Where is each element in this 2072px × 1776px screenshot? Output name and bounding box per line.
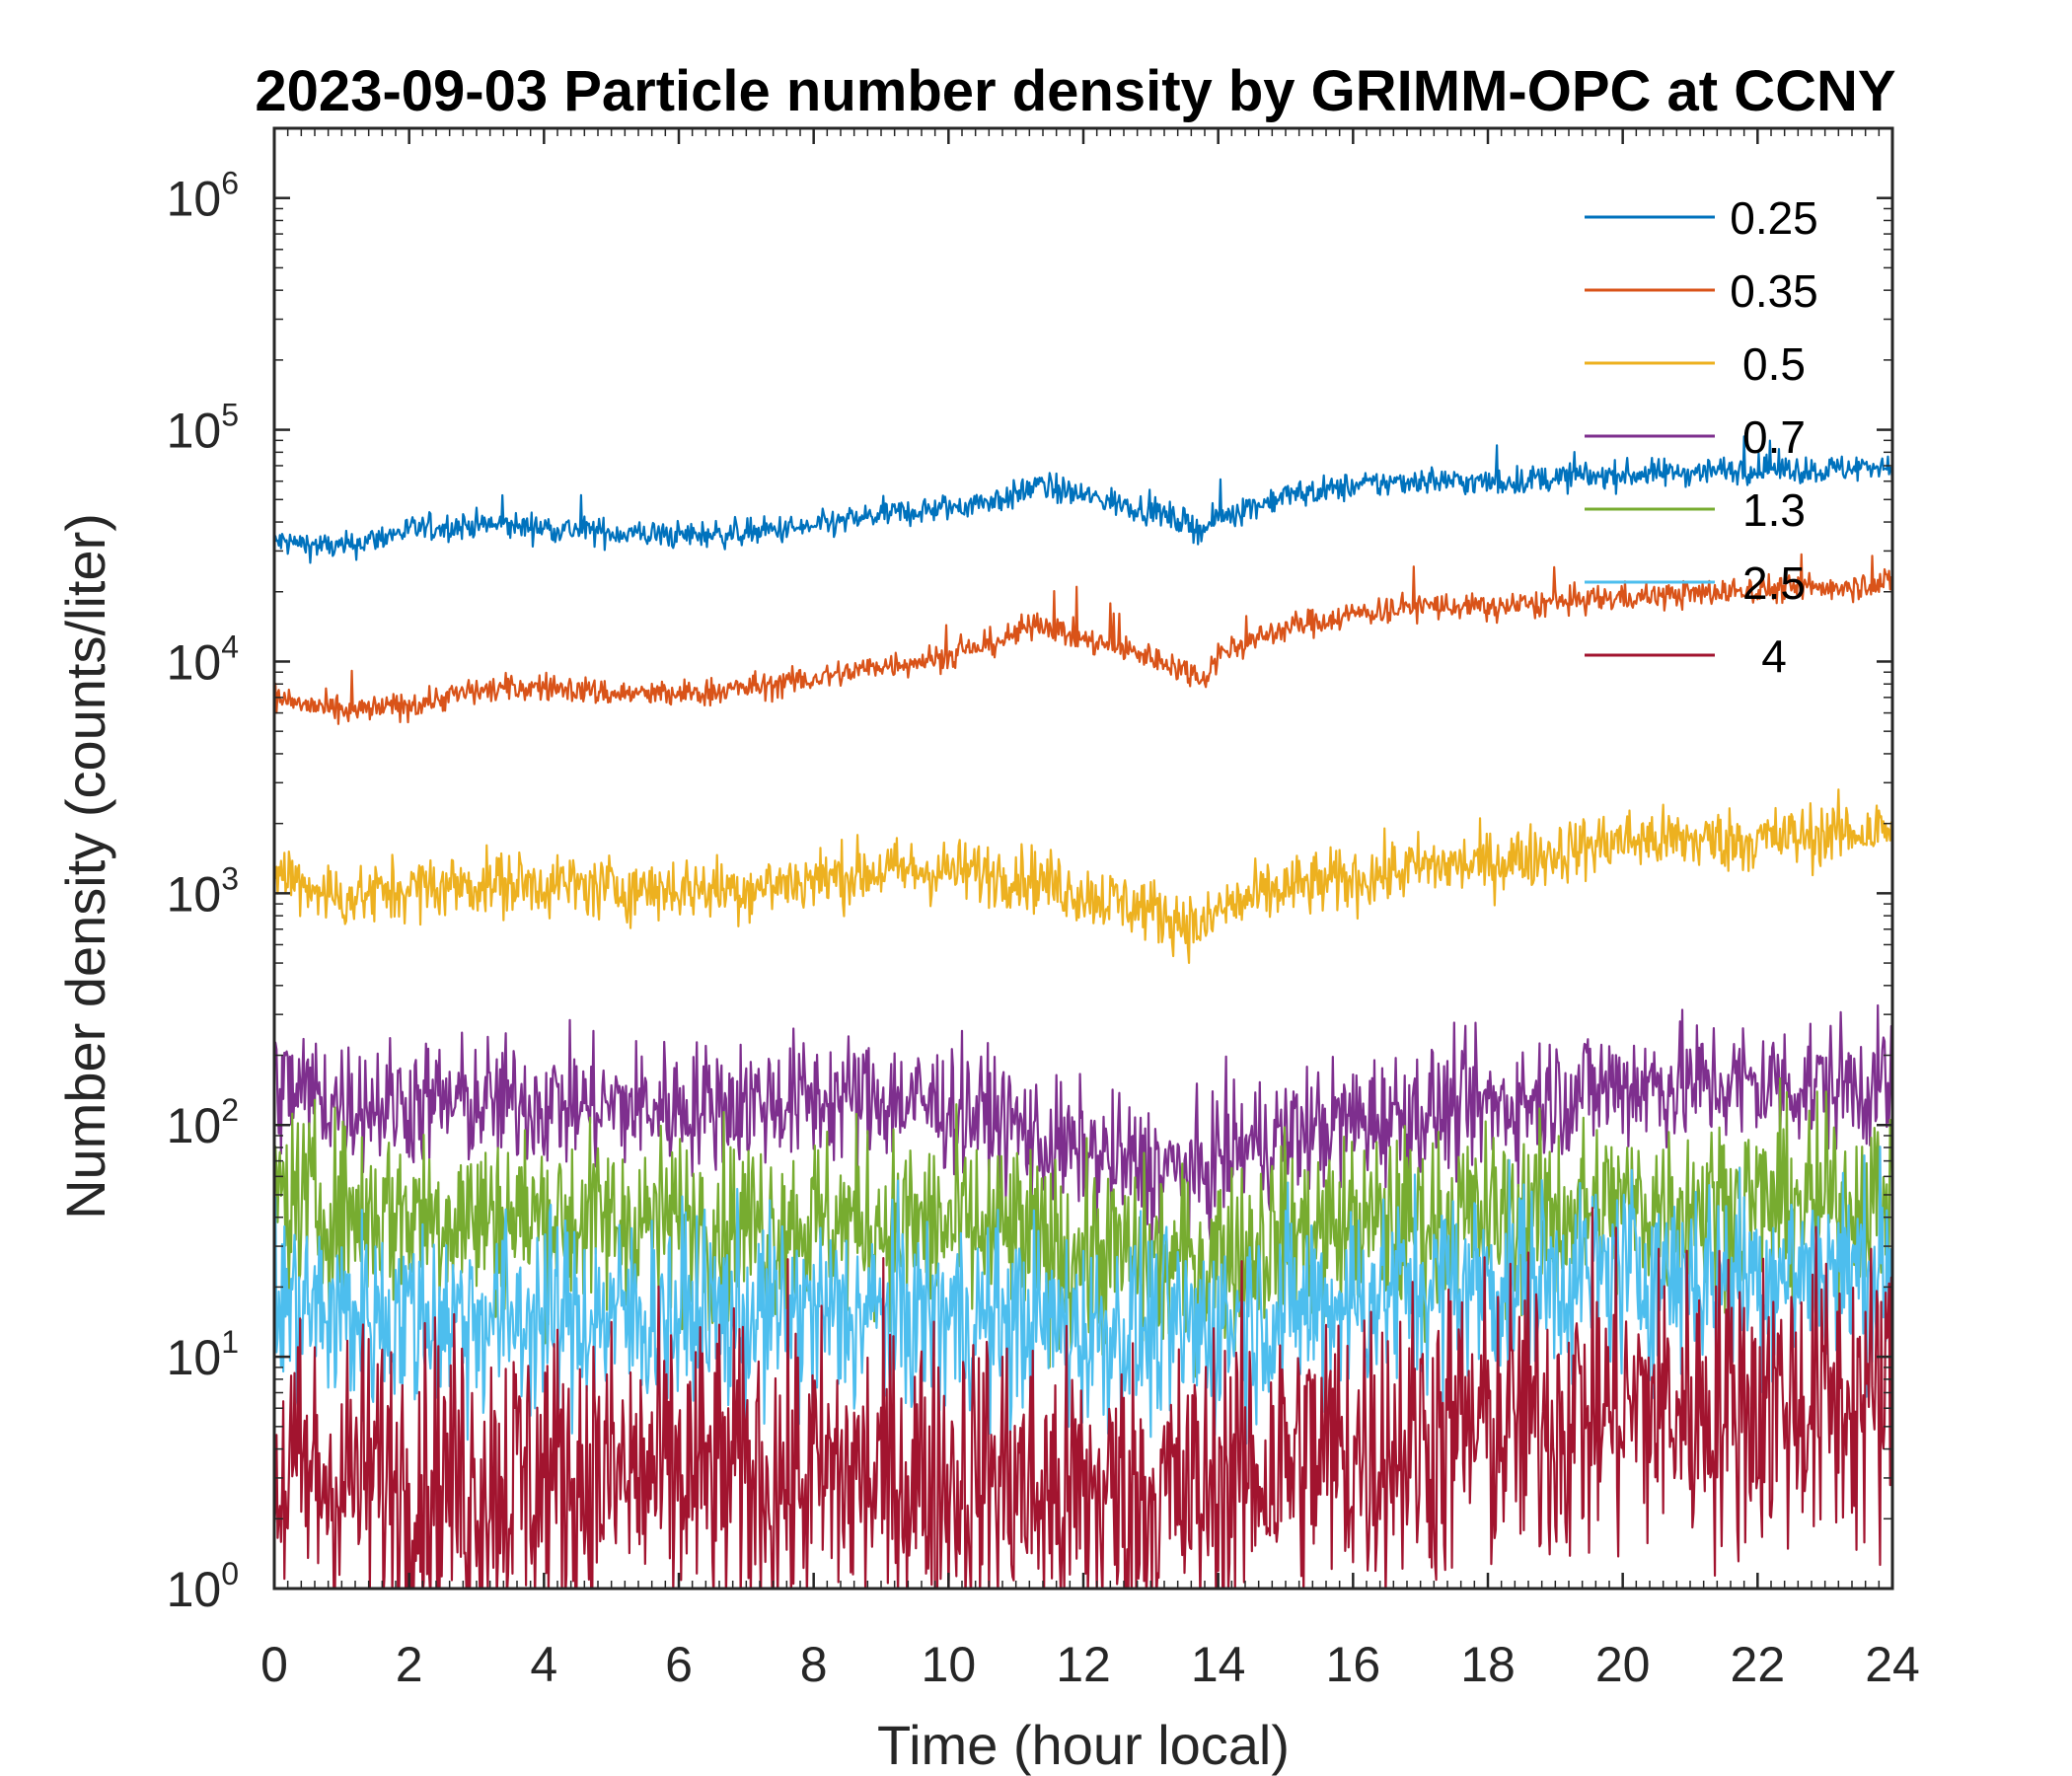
x-tick-label: 8 [800, 1637, 828, 1692]
series-layer [274, 435, 1892, 1589]
y-tick-label: 105 [167, 398, 239, 459]
x-tick-labels: 0 2 4 6 8 10 12 14 16 18 20 22 24 [260, 1637, 1920, 1692]
plot-frame [272, 126, 1894, 1591]
x-tick-label: 0 [260, 1637, 288, 1692]
series-line-0.25 [274, 435, 1892, 564]
x-axis-label: Time (hour local) [877, 1714, 1290, 1776]
legend-label-0.5: 0.5 [1742, 338, 1806, 390]
x-tick-label: 6 [665, 1637, 693, 1692]
chart-title: 2023-09-03 Particle number density by GR… [255, 59, 1895, 123]
legend-label-1.3: 1.3 [1742, 484, 1806, 536]
legend-label-0.25: 0.25 [1730, 192, 1818, 244]
x-tick-label: 22 [1731, 1637, 1786, 1692]
legend: 0.25 0.35 0.5 0.7 1.3 2.5 4 [1585, 192, 1818, 682]
legend-label-4: 4 [1761, 630, 1787, 682]
series-line-0.5 [274, 788, 1892, 965]
major-ticks [272, 128, 1894, 1591]
y-tick-label: 101 [167, 1324, 239, 1385]
y-tick-label: 102 [167, 1092, 239, 1153]
y-axis-label: Number density (counts/liter) [54, 513, 116, 1220]
legend-label-0.7: 0.7 [1742, 411, 1806, 463]
y-tick-label: 103 [167, 860, 239, 922]
x-tick-label: 18 [1460, 1637, 1516, 1692]
x-tick-label: 14 [1191, 1637, 1246, 1692]
y-tick-label: 106 [167, 166, 239, 227]
legend-label-0.35: 0.35 [1730, 265, 1818, 317]
series-line-0.35 [274, 553, 1892, 725]
x-tick-label: 12 [1056, 1637, 1111, 1692]
y-tick-labels: 100 101 102 103 104 105 106 [167, 166, 239, 1617]
plot-area [272, 126, 1894, 1591]
series-line-0.7 [274, 1003, 1892, 1248]
series-line-2.5 [274, 1146, 1892, 1451]
x-tick-label: 10 [922, 1637, 977, 1692]
x-tick-label: 20 [1595, 1637, 1651, 1692]
x-tick-label: 4 [530, 1637, 557, 1692]
y-tick-label: 100 [167, 1556, 239, 1617]
x-tick-label: 2 [396, 1637, 423, 1692]
y-tick-label: 104 [167, 629, 239, 690]
x-tick-label: 24 [1865, 1637, 1920, 1692]
x-tick-label: 16 [1326, 1637, 1381, 1692]
series-line-4 [274, 1207, 1892, 1589]
legend-label-2.5: 2.5 [1742, 557, 1806, 609]
